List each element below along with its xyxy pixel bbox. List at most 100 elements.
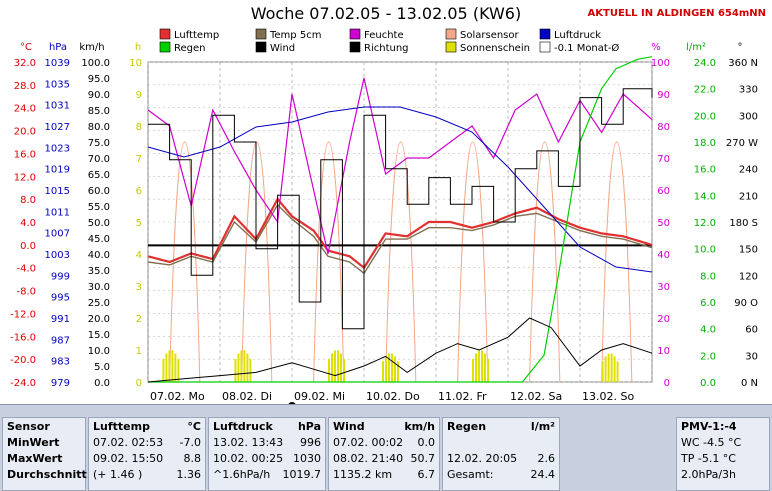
min-label: MinWert	[7, 436, 60, 449]
sunshine-bar-4-4	[484, 353, 486, 382]
direction-axis-tick-5: 210	[739, 191, 758, 202]
wind-axis-tick-19: 5.0	[94, 362, 110, 373]
x-tick-label-6: 13.02. So	[582, 390, 634, 403]
pressure-unit: hPa	[297, 420, 321, 433]
rain-axis-tick-2: 20.0	[694, 111, 716, 122]
temp-min-value: -7.0	[179, 436, 201, 449]
rain-axis-tick-1: 22.0	[694, 85, 716, 96]
direction-axis-tick-2: 300	[739, 111, 758, 122]
rain-panel: Regen l/m² 12.02. 20:05 2.6 Gesamt: 24.4	[442, 417, 560, 491]
sun-axis-tick-2: 8	[136, 122, 142, 133]
pmv-title: PMV-1:-4	[681, 420, 737, 433]
humidity-axis-tick-4: 60	[657, 186, 670, 197]
pressure-title: Luftdruck	[213, 420, 273, 433]
pressure-axis-tick-0: 1039	[45, 58, 70, 69]
series-line-wind	[147, 317, 653, 383]
sunshine-bar-4-5	[487, 359, 489, 382]
humidity-axis-tick-8: 20	[657, 314, 670, 325]
sunshine-bar-0-3	[171, 350, 174, 382]
legend-label-6: Wind	[270, 43, 295, 54]
temp-axis-tick-10: -8.0	[16, 287, 36, 298]
sunshine-bar-0-4	[174, 353, 177, 382]
wind-max-value: 50.7	[410, 452, 436, 465]
sun-axis-tick-9: 1	[136, 346, 142, 357]
pressure-axis-tick-14: 983	[51, 357, 70, 368]
rain-axis-tick-12: 0.0	[700, 378, 716, 389]
sun-axis-tick-1: 9	[136, 90, 142, 101]
sunshine-bar-5-3	[610, 353, 613, 382]
rain-axis-tick-11: 2.0	[700, 351, 716, 362]
humidity-axis-tick-5: 50	[657, 218, 670, 229]
sunshine-bar-3-2	[388, 353, 390, 382]
rain-axis-tick-8: 8.0	[700, 271, 716, 282]
series-line-feuchte	[147, 77, 653, 255]
sunshine-bar-1-1	[237, 353, 240, 382]
wind-unit: km/h	[404, 420, 435, 433]
avg-label: Durchschnitt	[7, 468, 87, 481]
wind-axis-tick-14: 30.0	[88, 282, 110, 293]
wind-axis-tick-16: 20.0	[88, 314, 110, 325]
rain-axis-tick-0: 24.0	[694, 58, 716, 69]
rain-max-value: 2.6	[537, 452, 556, 465]
sensor-title: Sensor	[7, 420, 50, 433]
legend-label-1: Temp 5cm	[269, 30, 321, 41]
sunshine-bar-5-1	[604, 356, 607, 382]
pressure-axis-tick-6: 1015	[45, 186, 70, 197]
sunshine-bar-5-2	[607, 353, 610, 382]
temp-axis-tick-2: 24.0	[14, 104, 36, 115]
temp-axis-tick-8: 0.0	[20, 241, 36, 252]
humidity-axis-tick-9: 10	[657, 346, 670, 357]
rain-axis-tick-3: 18.0	[694, 138, 716, 149]
temp-axis-tick-1: 28.0	[14, 81, 36, 92]
wind-axis-tick-9: 55.0	[88, 202, 110, 213]
wind-axis-tick-18: 10.0	[88, 346, 110, 357]
chart-title: Woche 07.02.05 - 13.02.05 (KW6)	[250, 4, 522, 23]
rain-axis-tick-5: 14.0	[694, 191, 716, 202]
wind-axis-tick-7: 65.0	[88, 170, 110, 181]
temp-max-time: 09.02. 15:50	[93, 452, 164, 465]
sunshine-bar-1-3	[243, 350, 246, 382]
pressure-axis-tick-13: 987	[51, 335, 70, 346]
humidity-axis-tick-1: 90	[657, 90, 670, 101]
sunshine-bar-3-4	[394, 356, 396, 382]
pressure-avg-value: 1019.7	[282, 468, 322, 481]
rain-total-label: Gesamt:	[447, 468, 494, 481]
temp-axis-tick-6: 8.0	[20, 195, 36, 206]
legend-label-2: Feuchte	[364, 30, 404, 41]
sunshine-bar-2-4	[340, 353, 342, 382]
wind-axis-tick-10: 50.0	[88, 218, 110, 229]
solar-curve-0	[169, 141, 201, 383]
sunshine-bar-0-0	[162, 359, 165, 382]
pressure-axis-tick-12: 991	[51, 314, 70, 325]
legend-label-8: Sonnenschein	[460, 43, 530, 54]
sunshine-bar-4-0	[472, 359, 474, 382]
legend-swatch-5	[159, 41, 171, 53]
pressure-max-time: 10.02. 00:25	[213, 452, 284, 465]
sunshine-bar-1-5	[249, 359, 252, 382]
wind-min-value: 0.0	[417, 436, 436, 449]
solar-curve-6	[601, 141, 633, 383]
sunshine-bar-2-5	[343, 359, 345, 382]
pressure-axis-tick-7: 1011	[45, 207, 70, 218]
dewpoint-value: TP -5.1 °C	[681, 452, 736, 465]
sunshine-bar-0-2	[168, 350, 171, 382]
rain-axis-tick-7: 10.0	[694, 245, 716, 256]
sun-axis-tick-6: 4	[136, 250, 142, 261]
temp-axis-tick-7: 4.0	[20, 218, 36, 229]
pressure-panel: Luftdruck hPa 13.02. 13:43 996 10.02. 00:2…	[208, 417, 326, 491]
x-tick-label-1: 08.02. Di	[222, 390, 272, 403]
wind-axis-tick-3: 85.0	[88, 106, 110, 117]
sun-axis-tick-4: 6	[136, 186, 142, 197]
sun-axis-tick-8: 2	[136, 314, 142, 325]
weather-chart: Lufttemp Temp 5cm Feuchte Solarsensor Luftdr…	[10, 28, 758, 404]
direction-axis-tick-6: 180 S	[729, 218, 758, 229]
pmv-panel: PMV-1:-4 WC -4.5 °C TP -5.1 °C 2.0hPa/3h	[676, 417, 770, 491]
sunshine-bar-0-5	[177, 359, 180, 382]
legend-swatch-7	[349, 41, 361, 53]
temp-max-value: 8.8	[183, 452, 202, 465]
sunshine-bar-2-0	[328, 359, 330, 382]
sunshine-bar-5-0	[601, 361, 604, 382]
x-tick-label-0: 07.02. Mo	[150, 390, 205, 403]
pressure-max-value: 1030	[293, 452, 321, 465]
current-day-marker	[288, 402, 296, 404]
